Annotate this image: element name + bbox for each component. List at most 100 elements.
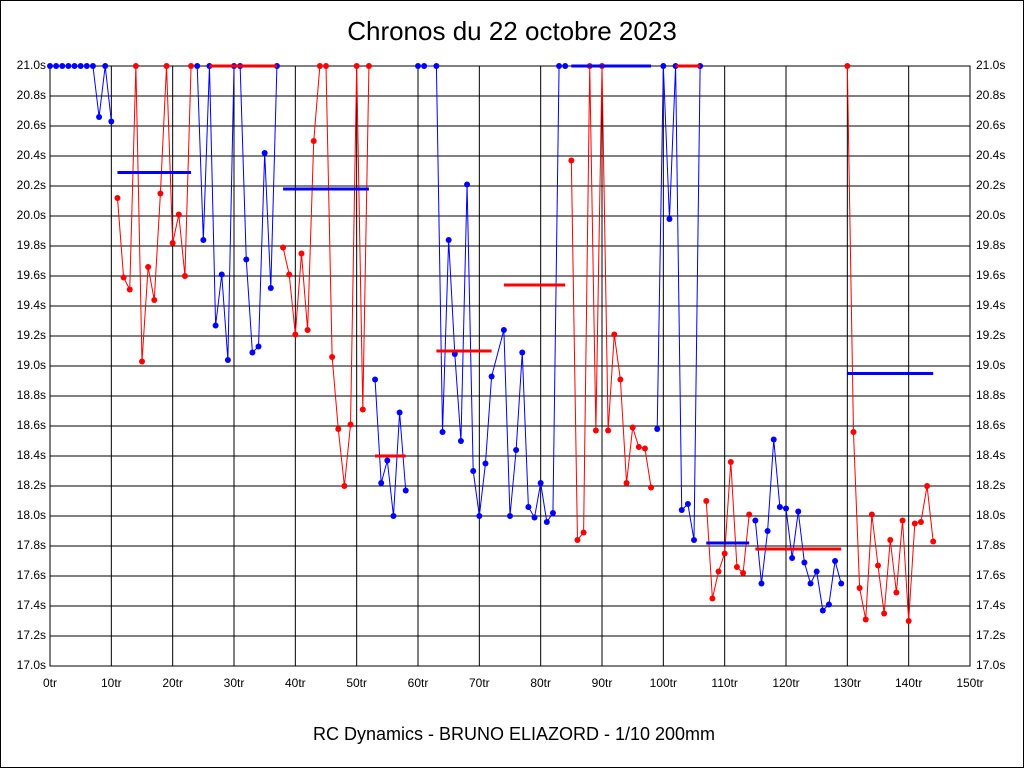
lap-point	[378, 480, 385, 486]
y-tick-label-right: 18.8s	[976, 388, 1005, 402]
lap-point	[537, 480, 544, 486]
lap-point	[126, 286, 133, 293]
lap-point	[372, 376, 379, 383]
y-tick-label-right: 17.8s	[976, 538, 1005, 552]
y-tick-label: 20.0s	[17, 208, 46, 222]
lap-point	[801, 559, 808, 566]
lap-point	[310, 138, 317, 144]
lap-point	[194, 63, 201, 69]
x-tick-label: 30tr	[224, 676, 245, 690]
x-tick-label: 140tr	[895, 676, 922, 690]
lap-point	[752, 517, 759, 524]
lap-point	[114, 195, 121, 201]
lap-point	[568, 157, 575, 164]
lap-point	[163, 63, 170, 69]
y-tick-label-right: 20.0s	[976, 208, 1005, 222]
y-tick-label: 20.2s	[17, 178, 46, 192]
y-tick-label-right: 17.6s	[976, 568, 1005, 582]
lap-point	[623, 480, 630, 486]
lap-point	[525, 504, 532, 510]
lap-point	[592, 427, 599, 434]
lap-point	[102, 63, 109, 69]
y-tick-label: 21.0s	[17, 58, 46, 72]
y-tick-label: 18.8s	[17, 388, 46, 402]
lap-point	[120, 274, 127, 281]
lap-point	[862, 616, 869, 623]
y-tick-label-right: 20.8s	[976, 88, 1005, 102]
lap-point	[549, 510, 556, 516]
lap-point	[132, 63, 139, 69]
lap-point	[813, 568, 820, 575]
lap-point	[316, 63, 323, 69]
y-tick-label-right: 21.0s	[976, 58, 1005, 72]
lap-point	[96, 114, 103, 120]
lap-point	[709, 595, 716, 602]
lap-point	[740, 570, 747, 576]
lap-point	[89, 63, 96, 69]
lap-point	[648, 484, 655, 491]
lap-point	[482, 460, 489, 467]
lap-line	[656, 65, 701, 541]
lap-point	[108, 118, 115, 125]
lap-point	[678, 507, 685, 513]
lap-point	[543, 519, 550, 525]
lap-point	[286, 271, 293, 278]
lap-point	[402, 487, 409, 494]
lap-point	[71, 63, 78, 69]
lap-point	[83, 63, 90, 69]
lap-point	[476, 513, 483, 519]
lap-point	[684, 501, 691, 507]
lap-point	[930, 538, 937, 545]
lap-point	[881, 610, 888, 617]
y-tick-label-right: 19.0s	[976, 358, 1005, 372]
lap-point	[666, 216, 673, 222]
lap-point	[611, 331, 618, 338]
y-tick-label-right: 17.0s	[976, 658, 1005, 672]
lap-point	[433, 63, 440, 69]
y-tick-label: 20.6s	[17, 118, 46, 132]
lap-point	[783, 505, 789, 512]
lap-point	[151, 297, 158, 303]
lap-point	[77, 63, 84, 69]
lap-point	[893, 589, 900, 596]
lap-point	[691, 537, 697, 543]
lap-point	[513, 447, 520, 453]
lap-point	[47, 63, 53, 69]
lap-point	[139, 358, 145, 365]
lap-point	[464, 181, 471, 188]
lap-point	[887, 537, 894, 543]
lap-point	[764, 528, 771, 534]
lap-point	[531, 514, 538, 521]
y-tick-label: 17.8s	[17, 538, 46, 552]
x-tick-label: 120tr	[772, 676, 799, 690]
y-tick-label: 18.2s	[17, 478, 46, 492]
lap-point	[838, 580, 845, 587]
x-tick-label: 20tr	[162, 676, 183, 690]
lap-point	[59, 63, 66, 69]
lap-point	[353, 63, 360, 69]
y-tick-label-right: 19.6s	[976, 268, 1005, 282]
y-tick-label-right: 18.4s	[976, 448, 1005, 462]
lap-point	[911, 520, 918, 527]
lap-point	[899, 517, 906, 524]
lap-point	[347, 421, 354, 428]
lap-point	[580, 529, 587, 536]
lap-point	[145, 264, 152, 270]
lap-point	[574, 537, 581, 543]
lap-point	[212, 322, 219, 329]
lap-point	[733, 564, 740, 570]
lap-point	[359, 406, 366, 413]
x-tick-label: 50tr	[346, 676, 367, 690]
lap-point	[218, 271, 225, 278]
y-tick-label: 17.6s	[17, 568, 46, 582]
y-tick-label: 19.2s	[17, 328, 46, 342]
y-tick-label: 19.4s	[17, 298, 46, 312]
lap-line	[570, 65, 652, 542]
x-tick-label: 70tr	[469, 676, 490, 690]
lap-point	[53, 63, 60, 69]
lap-point	[556, 63, 563, 69]
y-tick-label-right: 17.4s	[976, 598, 1005, 612]
x-tick-label: 110tr	[711, 676, 737, 690]
lap-point	[188, 63, 195, 69]
